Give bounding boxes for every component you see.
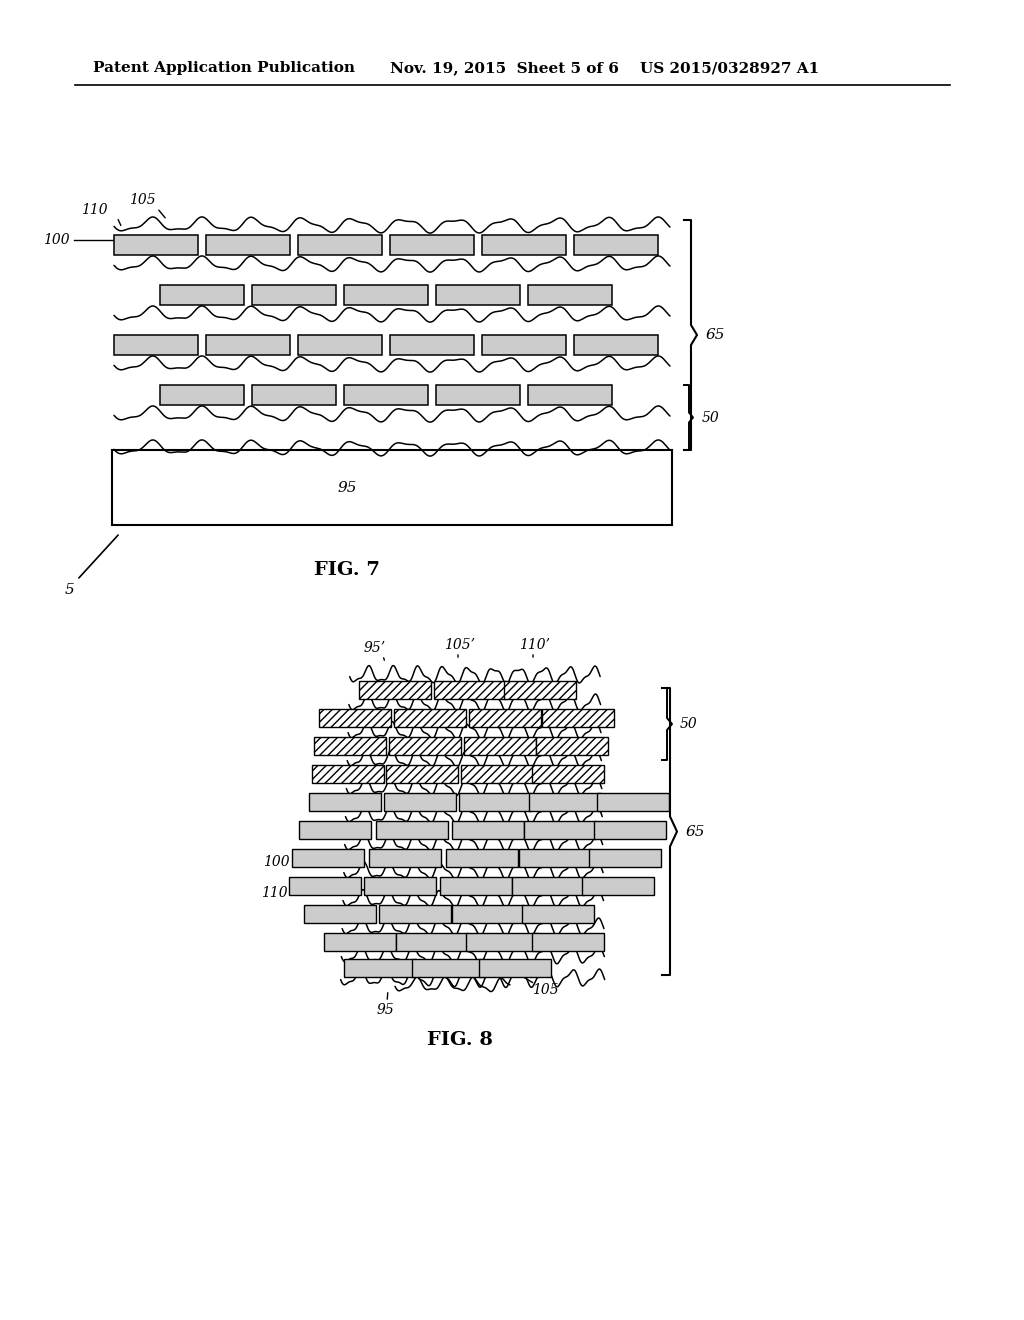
Bar	[390, 235, 474, 255]
Bar	[252, 385, 336, 405]
Bar	[344, 385, 428, 405]
Bar	[597, 793, 669, 810]
Bar	[114, 235, 198, 255]
Text: 100: 100	[43, 234, 70, 247]
Bar	[482, 235, 566, 255]
Text: 110: 110	[261, 886, 288, 900]
Text: Nov. 19, 2015  Sheet 5 of 6: Nov. 19, 2015 Sheet 5 of 6	[390, 61, 618, 75]
Bar	[359, 681, 431, 700]
Bar	[440, 876, 512, 895]
Bar	[412, 960, 484, 977]
Bar	[304, 906, 376, 923]
Text: 105: 105	[129, 193, 156, 207]
Text: 95’: 95’	[364, 642, 386, 655]
Bar	[344, 285, 428, 305]
Bar	[466, 933, 538, 950]
Bar	[528, 385, 612, 405]
Text: 50: 50	[680, 717, 697, 731]
Bar	[114, 335, 198, 355]
Bar	[369, 849, 441, 867]
Text: Patent Application Publication: Patent Application Publication	[93, 61, 355, 75]
Bar	[394, 709, 466, 727]
Bar	[522, 906, 594, 923]
Bar	[436, 285, 520, 305]
Text: 110’: 110’	[519, 638, 551, 652]
Text: 110: 110	[81, 203, 108, 216]
Bar	[434, 681, 506, 700]
Bar	[504, 681, 575, 700]
Bar	[589, 849, 662, 867]
Bar	[528, 285, 612, 305]
Text: 95: 95	[338, 480, 357, 495]
Bar	[482, 335, 566, 355]
Bar	[512, 876, 584, 895]
Text: 100: 100	[263, 855, 290, 869]
Text: 95: 95	[376, 1003, 394, 1016]
Bar	[379, 906, 451, 923]
Text: 65: 65	[706, 327, 725, 342]
Bar	[574, 335, 658, 355]
Bar	[542, 709, 614, 727]
Bar	[206, 235, 290, 255]
Bar	[469, 709, 541, 727]
Bar	[376, 821, 449, 840]
Bar	[312, 766, 384, 783]
Text: 65: 65	[686, 825, 706, 838]
Text: 105’: 105’	[444, 638, 475, 652]
Bar	[532, 933, 604, 950]
Bar	[436, 385, 520, 405]
Bar	[298, 335, 382, 355]
Bar	[289, 876, 361, 895]
Bar	[314, 737, 386, 755]
Bar	[319, 709, 391, 727]
Text: 105: 105	[531, 983, 558, 997]
Bar	[524, 821, 596, 840]
Bar	[309, 793, 381, 810]
Bar	[461, 766, 534, 783]
Bar	[206, 335, 290, 355]
Bar	[384, 793, 456, 810]
Bar	[390, 335, 474, 355]
Bar	[582, 876, 654, 895]
Text: US 2015/0328927 A1: US 2015/0328927 A1	[640, 61, 819, 75]
Bar	[298, 235, 382, 255]
Bar	[112, 450, 672, 525]
Bar	[160, 385, 244, 405]
Bar	[452, 906, 524, 923]
Bar	[324, 933, 396, 950]
Bar	[529, 793, 601, 810]
Bar	[386, 766, 458, 783]
Bar	[160, 285, 244, 305]
Bar	[459, 793, 531, 810]
Text: FIG. 7: FIG. 7	[314, 561, 380, 579]
Bar	[299, 821, 371, 840]
Bar	[446, 849, 518, 867]
Text: FIG. 8: FIG. 8	[427, 1031, 493, 1049]
Bar	[479, 960, 551, 977]
Bar	[574, 235, 658, 255]
Bar	[364, 876, 436, 895]
Bar	[389, 737, 461, 755]
Bar	[252, 285, 336, 305]
Bar	[519, 849, 591, 867]
Bar	[292, 849, 364, 867]
Bar	[344, 960, 416, 977]
Bar	[464, 737, 536, 755]
Bar	[594, 821, 666, 840]
Bar	[452, 821, 524, 840]
Bar	[396, 933, 468, 950]
Text: 50: 50	[702, 411, 720, 425]
Bar	[536, 737, 608, 755]
Bar	[532, 766, 604, 783]
Text: 5: 5	[66, 583, 75, 597]
